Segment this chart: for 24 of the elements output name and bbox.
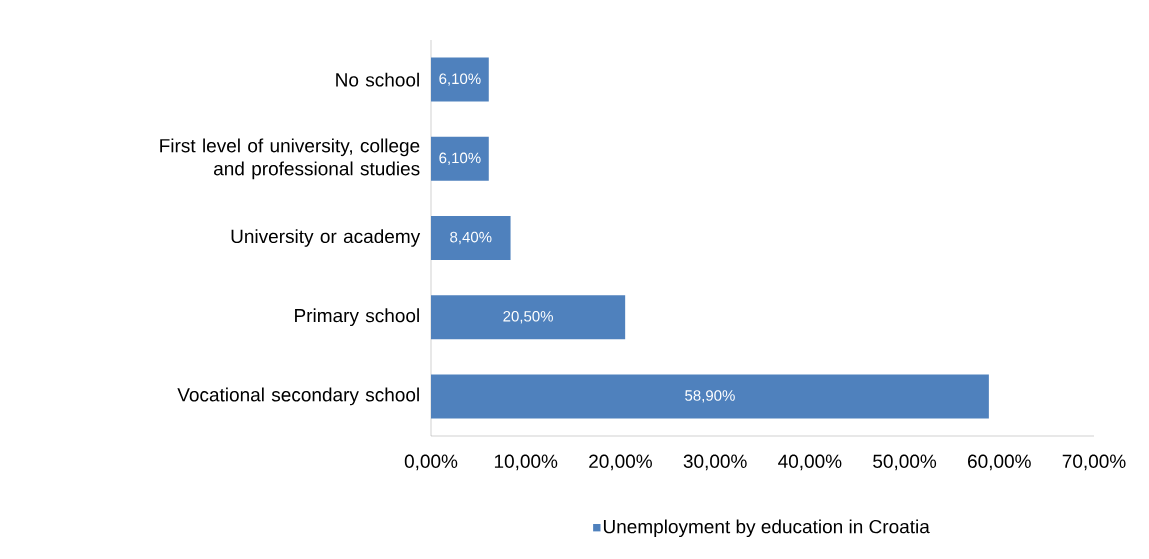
- bar: [431, 57, 489, 102]
- y-tick-label: Vocational secondary school: [177, 387, 419, 406]
- bar: [431, 374, 989, 419]
- bar: [431, 136, 489, 181]
- data-label: 6,10%: [439, 73, 481, 86]
- data-label: 8,40%: [450, 231, 492, 245]
- x-tick-label: 20,00%: [589, 454, 652, 471]
- y-tick-label: First level of university, college and professional studies: [160, 138, 420, 180]
- x-tick-label: 70,00%: [1062, 454, 1126, 471]
- bar: [431, 295, 626, 340]
- x-tick-label: 60,00%: [968, 454, 1031, 471]
- x-tick-label: 50,00%: [873, 454, 937, 471]
- y-tick-label: Primary school: [295, 308, 419, 327]
- legend-label: Unemployment by education in Croatia: [603, 519, 930, 538]
- x-tick-label: 40,00%: [778, 454, 842, 471]
- y-tick-label: No school: [336, 72, 419, 87]
- x-tick-label: 0,00%: [404, 454, 458, 471]
- x-tick-label: 30,00%: [683, 454, 747, 471]
- y-tick-label: University or academy: [231, 229, 421, 247]
- bar: [431, 216, 511, 260]
- data-label: 20,50%: [503, 311, 553, 324]
- x-tick-label: 10,00%: [494, 454, 558, 471]
- data-label: 58,90%: [685, 390, 735, 403]
- data-label: 6,10%: [439, 152, 481, 165]
